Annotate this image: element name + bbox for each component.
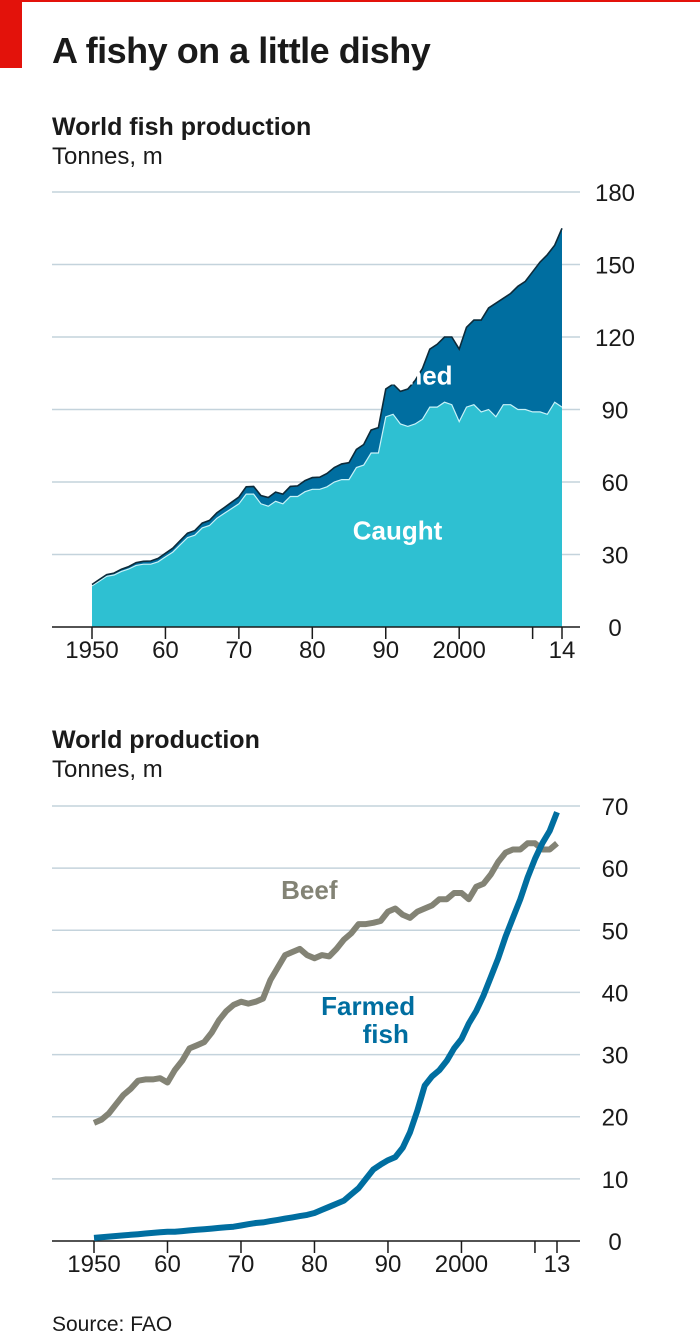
y-tick-label: 0 (608, 615, 621, 642)
series-label-beef: Beef (281, 875, 338, 905)
y-tick-label: 60 (602, 856, 629, 883)
y-tick-label: 20 (602, 1105, 629, 1132)
chart2-title: World production (52, 726, 260, 754)
x-tick-label: 1950 (65, 637, 118, 664)
y-tick-label: 30 (602, 1043, 629, 1070)
x-tick-label: 14 (549, 637, 576, 664)
brand-tab (0, 0, 22, 68)
x-tick-label: 90 (375, 1251, 402, 1278)
x-tick-label: 2000 (435, 1251, 488, 1278)
chart1-title: World fish production (52, 113, 312, 141)
y-tick-label: 40 (602, 980, 629, 1007)
x-tick-label: 60 (154, 1251, 181, 1278)
y-tick-label: 60 (602, 470, 629, 497)
y-tick-label: 30 (602, 543, 629, 570)
y-tick-label: 50 (602, 918, 629, 945)
series-label-farmed: Farmed (321, 991, 415, 1021)
series-label-fish: fish (363, 1019, 409, 1049)
caught-area (92, 402, 562, 627)
beef-vs-farmed-fish-line-chart: 0 10 20 30 40 50 60 70 1950 60 70 80 90 2000 13 Beef Far… (52, 794, 629, 1278)
x-tick-label: 1950 (67, 1251, 120, 1278)
y-tick-label: 0 (608, 1229, 621, 1256)
farmed-edge-line (91, 227, 563, 586)
x-tick-label: 80 (299, 637, 326, 664)
x-tick-label: 90 (372, 637, 399, 664)
series-label-farmed: Farmed (359, 361, 453, 391)
x-tick-label: 2000 (432, 637, 485, 664)
headline: A fishy on a little dishy (52, 30, 431, 71)
x-tick-label: 13 (544, 1251, 571, 1278)
top-rule (0, 0, 700, 2)
x-tick-label: 80 (301, 1251, 328, 1278)
y-tick-label: 180 (595, 180, 635, 207)
chart1-subtitle: Tonnes, m (52, 143, 163, 170)
farmed-fish-line (93, 811, 560, 1241)
y-tick-label: 90 (602, 398, 629, 425)
source-note: Source: FAO (52, 1313, 173, 1336)
x-tick-label: 70 (228, 1251, 255, 1278)
x-tick-label: 70 (226, 637, 253, 664)
y-tick-label: 120 (595, 325, 635, 352)
y-tick-label: 70 (602, 794, 629, 821)
caught-edge-line (91, 401, 563, 587)
y-tick-label: 150 (595, 253, 635, 280)
beef-line (92, 840, 559, 1126)
x-tick-label: 60 (152, 637, 179, 664)
chart2-subtitle: Tonnes, m (52, 756, 163, 783)
series-label-caught: Caught (353, 515, 443, 545)
fish-production-area-chart: 0 30 60 90 120 150 180 1950 60 70 80 90 2000 14 Farmed… (52, 180, 635, 664)
y-tick-label: 10 (602, 1167, 629, 1194)
